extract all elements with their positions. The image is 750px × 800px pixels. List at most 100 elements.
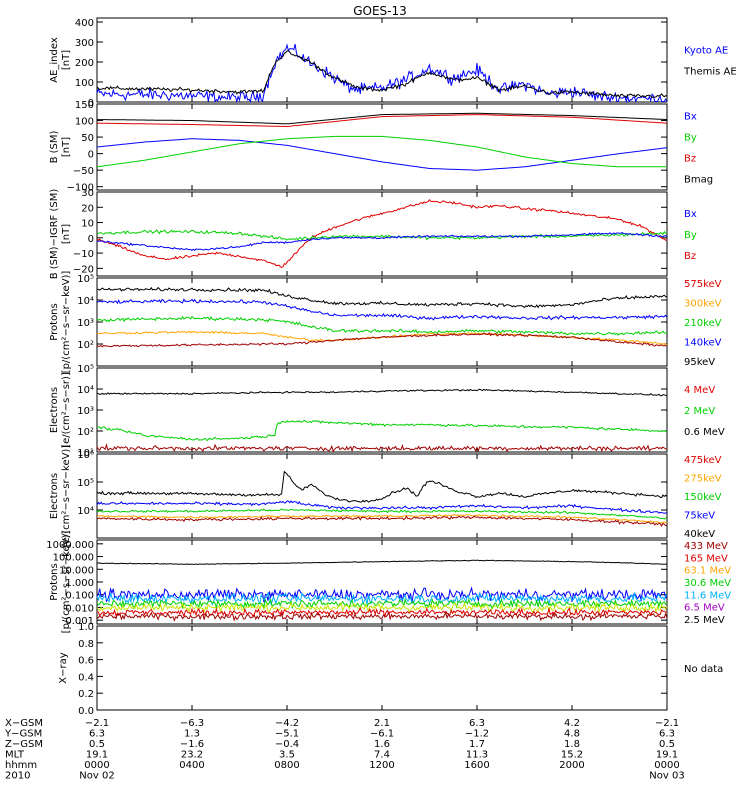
legend-entry: By bbox=[684, 230, 697, 241]
legend-entry: 6.5 MeV bbox=[684, 603, 725, 614]
x-table-cell: 1.8 bbox=[564, 739, 580, 750]
y-tick-label: 0.2 bbox=[78, 689, 94, 700]
legend-entry: Themis AE bbox=[683, 67, 737, 78]
x-table-cell: 0800 bbox=[274, 760, 299, 771]
y-axis-label-line: B (SM) bbox=[49, 130, 60, 163]
y-tick-label: 50 bbox=[81, 133, 94, 144]
y-axis-label: Protons[p/(cm²−s−sr−keV)] bbox=[49, 531, 72, 634]
series-line bbox=[96, 610, 668, 622]
x-table-cell: Nov 02 bbox=[79, 771, 114, 782]
legend-entry: 433 MeV bbox=[684, 541, 728, 552]
legend-entry: 210keV bbox=[684, 318, 722, 329]
x-table-cell: 19.1 bbox=[86, 750, 108, 761]
legend-entry: 140keV bbox=[684, 338, 722, 349]
y-tick-label: 200 bbox=[75, 58, 94, 69]
x-table-row-label: X−GSM bbox=[5, 718, 43, 729]
series-line bbox=[96, 586, 668, 603]
panel-protons1: 10² 10³ 10⁴ 10⁵ Protons[p/(cm²−s−sr−keV)] 575… bbox=[49, 271, 722, 374]
legend-entry: Bx bbox=[684, 209, 697, 220]
y-axis-label-line: X−ray bbox=[58, 652, 69, 683]
legend-entry: By bbox=[684, 133, 697, 144]
y-axis-label-line: Protons bbox=[49, 563, 60, 600]
panel-electrons2: 10⁴ 10⁵ 10⁶ Electrons[e/(cm²−s−sr−keV)] 475k… bbox=[49, 445, 722, 548]
y-tick-label: 10² bbox=[77, 427, 94, 438]
series-line bbox=[96, 508, 668, 520]
x-table-row-label: MLT bbox=[5, 750, 25, 761]
x-table-cell: 4.2 bbox=[564, 718, 580, 729]
y-tick-label: 10⁴ bbox=[77, 296, 94, 307]
x-table-cell: −1.6 bbox=[180, 739, 204, 750]
legend-entry: Bz bbox=[684, 154, 696, 165]
legend-entry: 75keV bbox=[684, 511, 715, 522]
x-table-row-label: Y−GSM bbox=[4, 729, 42, 740]
x-table-cell: 0000 bbox=[84, 760, 109, 771]
y-tick-label: 1.0 bbox=[78, 622, 94, 633]
legend-entry: 4 MeV bbox=[684, 385, 715, 396]
x-table-cell: −2.1 bbox=[655, 718, 679, 729]
x-table-cell: 1.6 bbox=[374, 739, 390, 750]
x-table-cell: Nov 03 bbox=[649, 771, 684, 782]
y-tick-label: 150 bbox=[75, 100, 94, 111]
y-tick-label: 10⁵ bbox=[77, 274, 94, 285]
x-table-cell: −4.2 bbox=[275, 718, 299, 729]
x-table-cell: −2.1 bbox=[85, 718, 109, 729]
x-table-cell: 11.3 bbox=[466, 750, 488, 761]
x-table-cell: 1600 bbox=[464, 760, 489, 771]
x-table-cell: 1.7 bbox=[469, 739, 485, 750]
y-axis-label: B (SM)−IGRF (SM)[nT] bbox=[49, 189, 72, 280]
x-table-cell: 6.3 bbox=[89, 729, 105, 740]
series-line bbox=[96, 419, 668, 442]
y-tick-label: −10 bbox=[73, 249, 94, 260]
x-table-cell: 2.1 bbox=[374, 718, 390, 729]
y-axis-label: B (SM)[nT] bbox=[49, 130, 72, 163]
y-tick-label: 0.6 bbox=[78, 656, 94, 667]
y-axis-label: Protons[p/(cm²−s−sr−keV)] bbox=[49, 271, 72, 374]
y-tick-label: 1000.000 bbox=[46, 540, 94, 551]
x-table-cell: 0.5 bbox=[659, 739, 675, 750]
x-table-row-label: Z−GSM bbox=[5, 739, 43, 750]
y-tick-label: 10⁴ bbox=[77, 506, 94, 517]
y-tick-label: 100 bbox=[75, 117, 94, 128]
y-tick-label: 20 bbox=[81, 203, 94, 214]
x-table-cell: 7.4 bbox=[374, 750, 390, 761]
panel-electrons1: 10¹ 10² 10³ 10⁴ 10⁵ Electrons[e/(cm²−s−sr)] 4 … bbox=[49, 364, 725, 459]
x-table-cell: −1.2 bbox=[465, 729, 489, 740]
y-tick-label: 10⁵ bbox=[77, 478, 94, 489]
legend-entry: No data bbox=[684, 664, 723, 675]
legend-entry: 30.6 MeV bbox=[684, 578, 731, 589]
y-axis-label-line: [e/(cm²−s−sr−keV)] bbox=[61, 445, 72, 548]
series-line bbox=[96, 229, 668, 241]
series-line bbox=[96, 232, 668, 252]
panel-xray: 0.0 0.2 0.4 0.6 0.8 1.0 X−ray No data bbox=[58, 622, 723, 717]
y-tick-label: 0.001 bbox=[65, 616, 94, 627]
x-table-row-label: 2010 bbox=[5, 771, 30, 782]
y-tick-label: 300 bbox=[75, 38, 94, 49]
y-tick-label: 0.100 bbox=[65, 591, 94, 602]
y-tick-label: −100 bbox=[67, 183, 94, 194]
legend-entry: 63.1 MeV bbox=[684, 566, 731, 577]
series-line bbox=[96, 315, 668, 336]
y-axis-label-line: Protons bbox=[49, 303, 60, 340]
y-tick-label: 0.010 bbox=[65, 603, 94, 614]
x-table-cell: 6.3 bbox=[659, 729, 675, 740]
y-tick-label: 10.000 bbox=[59, 565, 94, 576]
y-axis-label-line: [nT] bbox=[61, 50, 72, 70]
series-line bbox=[96, 470, 668, 503]
panel-bsm: −100 −50 0 50 100 150 B (SM)[nT] Bx By Bz Bmag bbox=[49, 100, 713, 194]
y-tick-label: 0 bbox=[88, 98, 94, 109]
y-axis-label-line: [p/(cm²−s−sr−keV)] bbox=[61, 271, 72, 374]
x-table-cell: 1200 bbox=[369, 760, 394, 771]
y-tick-label: 0.4 bbox=[78, 672, 94, 683]
legend-entry: 150keV bbox=[684, 492, 722, 503]
series-line bbox=[96, 138, 668, 171]
legend-entry: 300keV bbox=[684, 299, 722, 310]
legend-entry: 11.6 MeV bbox=[684, 590, 731, 601]
y-tick-label: 0 bbox=[88, 150, 94, 161]
legend-entry: 165 MeV bbox=[684, 553, 728, 564]
series-line bbox=[96, 607, 668, 619]
x-table-cell: 0000 bbox=[654, 760, 679, 771]
x-table-cell: −6.3 bbox=[180, 718, 204, 729]
